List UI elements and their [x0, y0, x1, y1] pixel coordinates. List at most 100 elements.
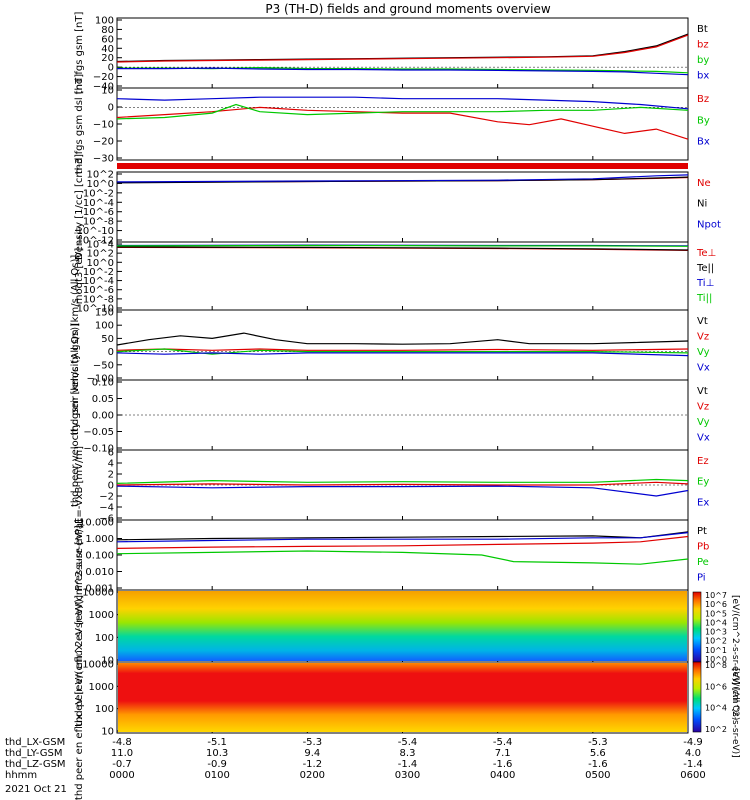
legend-entry: Pt [697, 526, 707, 537]
x-tick-label: 5.6 [590, 748, 606, 759]
y-tick-label: 0 [108, 347, 114, 358]
y-tick-label: 0.001 [85, 584, 114, 595]
y-tick-label: 10^-4 [83, 276, 114, 287]
y-tick-label: −4 [99, 503, 114, 514]
legend-entry: Pb [697, 542, 709, 553]
y-tick-label: 10000 [82, 660, 114, 671]
y-axis-label: thd fgs gsm dsl [nT] [74, 74, 85, 174]
legend-entry: Vz [697, 402, 709, 413]
y-tick-label: 10^-2 [83, 188, 114, 199]
y-axis-label: thd fgs gsm [nT] [74, 12, 85, 95]
axis-row-label: thd_LX-GSM [5, 737, 65, 748]
y-axis-label: moqt3 [eV] [74, 248, 85, 305]
legend-entry: Ne [697, 178, 711, 189]
legend-entry: By [697, 115, 710, 126]
x-tick-label: -1.2 [303, 759, 323, 770]
y-tick-label: −30 [93, 154, 114, 165]
legend-entry: Vx [697, 433, 710, 444]
y-axis-label: thd peer velocity gsm [km/s (All Qs)] [70, 323, 81, 507]
y-tick-label: 80 [101, 25, 114, 36]
x-tick-label: 4.0 [685, 748, 701, 759]
y-tick-label: 1.000 [85, 534, 114, 545]
x-tick-label: -5.4 [493, 737, 513, 748]
y-tick-label: 0 [108, 481, 114, 492]
y-tick-label: 10 [101, 86, 114, 97]
panel-2: thd fgs gsm dsl [nT] 10 0 −10 −20 −30 Bz By Bx [74, 74, 710, 174]
y-tick-label: 40 [101, 44, 114, 55]
x-tick-label: 9.4 [304, 748, 320, 759]
y-tick-label: 100 [95, 633, 114, 644]
date-label: 2021 Oct 21 [5, 784, 67, 795]
x-tick-label: -0.7 [112, 759, 132, 770]
panel-9: thd peir en eflux eV [eV/(cm^2-s-sr-eV)]… [74, 525, 689, 727]
colorbar-tick-label: 10^6 [705, 600, 727, 609]
y-tick-label: 20 [101, 53, 114, 64]
series-line-ey [116, 478, 689, 484]
series-line-bz [116, 34, 689, 63]
colorbar-title-ion: [eV/(cm^2-s-sr-eV)] (All Qs) [730, 595, 740, 720]
axis-row-label: thd_LY-GSM [5, 748, 62, 759]
series-line-bx [116, 96, 689, 110]
y-axis-label: Density [1/cc] [cm-3] [74, 154, 85, 260]
y-tick-label: 10^2 [87, 170, 114, 181]
series-line-vz [116, 348, 689, 351]
series-line-vy [116, 348, 689, 355]
y-tick-label: 10 [101, 656, 114, 667]
series-line-vx [116, 352, 689, 357]
legend-entry: Vy [697, 417, 710, 428]
y-tick-label: 100 [95, 16, 114, 27]
y-tick-label: 10^-8 [83, 294, 114, 305]
x-tick-label: 0300 [395, 770, 420, 781]
y-tick-label: −2 [99, 492, 114, 503]
colorbar-tick-label: 10^5 [705, 609, 727, 618]
colorbar-tick-label: 10^3 [705, 628, 727, 637]
panel-frame [116, 661, 689, 734]
legend-entry: Vt [697, 316, 708, 327]
y-tick-label: 10^-8 [83, 217, 114, 228]
y-tick-label: −100 [87, 374, 114, 385]
y-tick-label: 0 [108, 103, 114, 114]
x-tick-label: -1.4 [398, 759, 418, 770]
axis-row-label: hhmm [5, 770, 37, 781]
x-tick-label: 0200 [300, 770, 325, 781]
x-tick-label: 0000 [109, 770, 134, 781]
x-tick-label: 7.1 [495, 748, 511, 759]
y-tick-label: −10 [93, 120, 114, 131]
panel-frame [116, 309, 689, 381]
y-tick-label: −20 [93, 72, 114, 83]
colorbar-tick-label: 10^2 [705, 637, 727, 646]
colorbar-tick-label: 10^1 [705, 646, 727, 655]
series-line-vt [116, 332, 689, 346]
series-line-npot [116, 174, 689, 183]
spectrogram [118, 663, 687, 732]
legend-entry: Pe [697, 557, 709, 568]
series-line-pi [116, 532, 689, 543]
x-tick-label: -5.3 [303, 737, 323, 748]
y-tick-label: 10^-10 [77, 304, 114, 315]
x-tick-label: -4.8 [112, 737, 132, 748]
y-tick-label: 4 [108, 459, 114, 470]
legend-entry: Vx [697, 363, 710, 374]
colorbar-electron [692, 661, 702, 733]
legend-entry: bx [697, 71, 709, 82]
x-tick-label: -0.9 [207, 759, 227, 770]
series-line-ti [116, 244, 689, 247]
series-line-ex [116, 485, 689, 497]
panel-10: thd peer en eflux eV [eV/(cm^2-s-sr-eV)]… [74, 595, 689, 800]
x-tick-label: -5.1 [207, 737, 227, 748]
panel-4: moqt3 [eV]10^410^210^010^-210^-410^-610^… [74, 240, 716, 315]
legend-entry: Te|| [696, 263, 714, 274]
y-tick-label: 10^-6 [83, 285, 114, 296]
y-tick-label: 10^2 [87, 249, 114, 260]
panel-frame [116, 519, 689, 591]
y-tick-label: −50 [93, 360, 114, 371]
y-tick-label: 0.00 [92, 411, 114, 422]
y-axis-label: thd peer en eflux eV [eV/(cm^2-s-sr-eV)] [74, 595, 85, 800]
x-tick-label: -1.6 [588, 759, 608, 770]
series-line-ez [116, 481, 689, 486]
legend-entry: bz [697, 40, 709, 51]
y-tick-label: 50 [101, 334, 114, 345]
legend-entry: Bz [697, 94, 709, 105]
y-tick-label: 10^-2 [83, 267, 114, 278]
